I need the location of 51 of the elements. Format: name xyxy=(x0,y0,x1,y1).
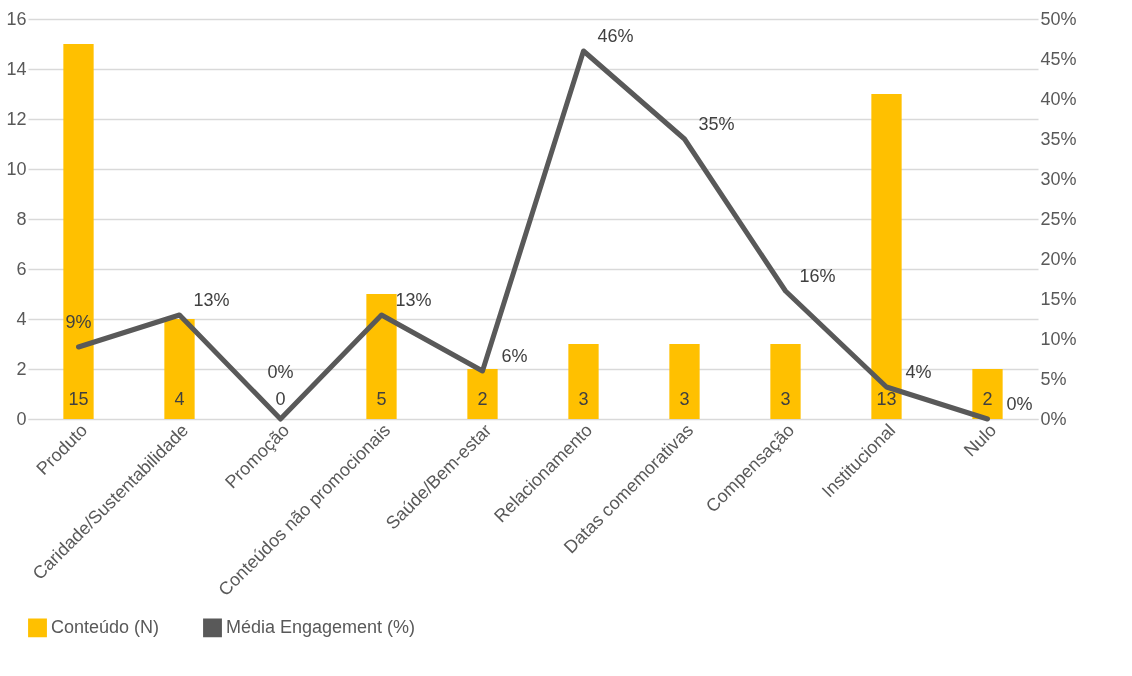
data-label: 0% xyxy=(267,362,294,382)
bar xyxy=(669,344,700,419)
y-tick-label: 6 xyxy=(16,258,27,279)
y2-tick-label: 5% xyxy=(1040,368,1067,389)
y2-tick-label: 35% xyxy=(1040,128,1077,149)
data-label: 3 xyxy=(578,389,589,409)
bar xyxy=(568,344,599,419)
data-label: 4% xyxy=(905,362,932,382)
y2-tick-label: 0% xyxy=(1040,408,1067,429)
y-tick-label: 10 xyxy=(6,158,27,179)
data-label: 13 xyxy=(876,389,897,409)
y-tick-label: 16 xyxy=(6,8,27,29)
data-label: 5 xyxy=(376,389,387,409)
data-label: 3 xyxy=(780,389,791,409)
data-label: 15 xyxy=(68,389,89,409)
y-tick-label: 8 xyxy=(16,208,27,229)
y2-tick-label: 10% xyxy=(1040,328,1077,349)
bar xyxy=(770,344,801,419)
y-tick-label: 2 xyxy=(16,358,27,379)
y-tick-label: 14 xyxy=(6,58,27,79)
y2-tick-label: 50% xyxy=(1040,8,1077,29)
data-label: 2 xyxy=(982,389,993,409)
data-label: 6% xyxy=(501,346,528,366)
data-label: 13% xyxy=(193,290,230,310)
legend-label: Conteúdo (N) xyxy=(51,616,160,637)
y2-tick-label: 45% xyxy=(1040,48,1077,69)
y2-tick-label: 20% xyxy=(1040,248,1077,269)
bar xyxy=(871,94,902,419)
y2-tick-label: 25% xyxy=(1040,208,1077,229)
data-label: 4 xyxy=(174,389,185,409)
data-label: 16% xyxy=(799,266,836,286)
data-label: 46% xyxy=(597,26,634,46)
y-tick-label: 4 xyxy=(16,308,27,329)
bar xyxy=(164,319,195,419)
data-label: 13% xyxy=(395,290,432,310)
y-tick-label: 0 xyxy=(16,408,27,429)
y2-tick-label: 40% xyxy=(1040,88,1077,109)
data-label: 3 xyxy=(679,389,690,409)
data-label: 2 xyxy=(477,389,488,409)
y2-tick-label: 30% xyxy=(1040,168,1077,189)
y-tick-label: 12 xyxy=(6,108,27,129)
bar xyxy=(63,44,94,419)
data-label: 0% xyxy=(1006,394,1033,414)
y2-tick-label: 15% xyxy=(1040,288,1077,309)
bar xyxy=(366,294,397,419)
data-label: 9% xyxy=(65,312,92,332)
data-label: 35% xyxy=(698,114,735,134)
bar xyxy=(467,369,498,419)
legend-label: Média Engagement (%) xyxy=(226,616,416,637)
bar xyxy=(972,369,1003,419)
data-label: 0 xyxy=(275,389,286,409)
